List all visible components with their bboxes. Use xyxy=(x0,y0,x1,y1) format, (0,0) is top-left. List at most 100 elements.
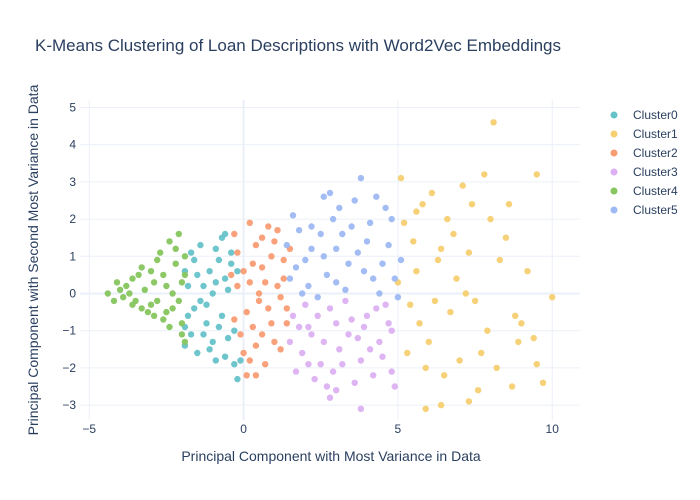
data-point-cluster3 xyxy=(323,383,331,390)
data-point-cluster4 xyxy=(144,308,152,316)
data-point-cluster5 xyxy=(317,230,324,238)
data-point-cluster5 xyxy=(283,241,290,249)
data-point-cluster1 xyxy=(422,405,429,412)
data-point-cluster5 xyxy=(333,245,340,252)
data-point-cluster3 xyxy=(348,316,355,323)
gridlines xyxy=(80,100,580,420)
data-point-cluster0 xyxy=(215,256,223,264)
legend[interactable]: Cluster0 Cluster1 Cluster2 Cluster3 Cluster4… xyxy=(610,108,679,217)
data-point-cluster5 xyxy=(348,223,355,230)
data-point-cluster1 xyxy=(518,320,525,327)
data-point-cluster4 xyxy=(169,305,176,312)
data-point-cluster2 xyxy=(246,279,253,286)
data-point-cluster5 xyxy=(373,193,380,200)
data-point-cluster5 xyxy=(357,174,365,182)
legend-item-cluster1[interactable]: Cluster1 xyxy=(610,127,679,141)
data-point-cluster2 xyxy=(277,346,284,353)
data-point-cluster0 xyxy=(209,290,216,297)
data-point-cluster5 xyxy=(308,223,315,230)
data-point-cluster3 xyxy=(333,387,340,394)
x-axis-title: Principal Component with Most Variance i… xyxy=(181,448,481,464)
data-point-cluster4 xyxy=(181,338,189,346)
data-point-cluster2 xyxy=(274,227,281,234)
data-point-cluster0 xyxy=(228,249,235,256)
legend-item-cluster4[interactable]: Cluster4 xyxy=(610,184,679,198)
data-point-cluster3 xyxy=(360,323,368,331)
data-point-cluster1 xyxy=(490,119,497,126)
data-point-cluster1 xyxy=(407,301,414,308)
data-point-cluster3 xyxy=(336,346,343,353)
data-point-cluster5 xyxy=(314,294,321,301)
data-point-cluster1 xyxy=(397,174,405,182)
data-point-cluster5 xyxy=(336,204,343,212)
data-point-cluster5 xyxy=(289,212,297,219)
axis-ticks: −5 0 5 10 −3 −2 −1 0 1 2 3 4 5 xyxy=(62,100,559,436)
data-point-cluster5 xyxy=(320,253,327,260)
data-point-cluster2 xyxy=(265,223,272,230)
data-point-cluster1 xyxy=(453,275,460,282)
data-point-cluster4 xyxy=(163,308,170,316)
data-point-cluster0 xyxy=(200,282,207,290)
data-point-cluster1 xyxy=(413,208,420,215)
data-point-cluster3 xyxy=(295,323,303,331)
y-tick-label: 0 xyxy=(69,286,76,300)
data-point-cluster3 xyxy=(388,368,395,375)
data-point-cluster3 xyxy=(379,353,386,360)
data-point-cluster3 xyxy=(391,383,398,390)
data-point-cluster0 xyxy=(209,338,216,346)
data-point-cluster3 xyxy=(286,338,294,346)
data-point-cluster1 xyxy=(459,182,466,189)
legend-item-cluster3[interactable]: Cluster3 xyxy=(610,165,679,179)
data-point-cluster5 xyxy=(302,256,309,264)
data-point-cluster5 xyxy=(397,256,405,264)
data-point-cluster4 xyxy=(110,297,118,305)
legend-item-cluster0[interactable]: Cluster0 xyxy=(610,108,679,122)
data-point-cluster5 xyxy=(323,271,331,279)
legend-item-cluster5[interactable]: Cluster5 xyxy=(610,203,679,217)
data-point-cluster5 xyxy=(354,249,361,256)
legend-label: Cluster4 xyxy=(633,184,678,198)
data-point-cluster5 xyxy=(295,227,303,234)
data-point-cluster1 xyxy=(462,290,469,297)
data-point-cluster3 xyxy=(305,323,312,331)
data-point-cluster2 xyxy=(249,323,256,331)
data-point-cluster2 xyxy=(265,305,272,312)
data-point-cluster1 xyxy=(524,268,531,275)
data-point-cluster0 xyxy=(203,320,210,327)
data-point-cluster3 xyxy=(326,394,334,401)
data-point-cluster4 xyxy=(181,271,189,279)
data-point-cluster3 xyxy=(320,338,327,346)
x-tick-label: −5 xyxy=(82,422,96,436)
legend-marker xyxy=(610,187,618,195)
data-point-cluster1 xyxy=(478,349,485,357)
data-point-cluster5 xyxy=(351,197,358,204)
data-point-cluster1 xyxy=(441,372,448,379)
data-point-cluster5 xyxy=(385,241,392,249)
data-point-cluster1 xyxy=(512,312,519,319)
data-point-cluster0 xyxy=(224,286,232,293)
data-point-cluster4 xyxy=(135,271,142,279)
data-point-cluster2 xyxy=(262,361,269,368)
data-point-cluster1 xyxy=(471,297,479,305)
data-point-cluster2 xyxy=(268,253,275,260)
y-tick-label: 1 xyxy=(69,249,76,263)
data-point-cluster5 xyxy=(305,282,312,290)
data-point-cluster4 xyxy=(163,282,170,290)
data-point-cluster4 xyxy=(181,253,189,260)
data-point-cluster4 xyxy=(175,297,182,305)
data-point-cluster1 xyxy=(425,338,432,346)
data-point-cluster4 xyxy=(129,275,136,282)
data-point-cluster0 xyxy=(237,357,244,364)
data-point-cluster5 xyxy=(394,294,402,301)
data-point-cluster3 xyxy=(329,368,337,375)
data-point-cluster1 xyxy=(508,383,516,390)
data-point-cluster3 xyxy=(311,375,318,383)
legend-marker xyxy=(610,130,618,138)
data-point-cluster3 xyxy=(326,305,334,312)
data-point-cluster3 xyxy=(305,361,312,368)
legend-item-cluster2[interactable]: Cluster2 xyxy=(610,146,679,160)
data-point-cluster3 xyxy=(385,320,392,327)
legend-label: Cluster5 xyxy=(633,203,678,217)
data-point-cluster1 xyxy=(437,401,445,409)
data-point-cluster4 xyxy=(157,249,164,256)
